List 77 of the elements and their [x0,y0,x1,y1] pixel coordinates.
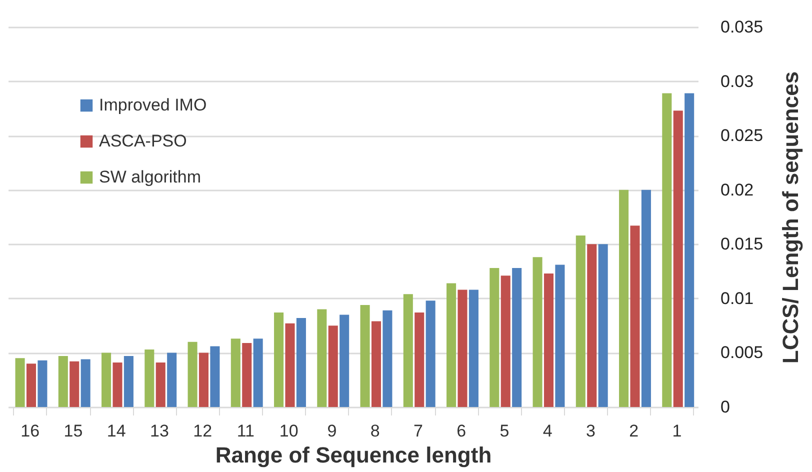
bar [598,244,608,407]
bar [684,93,694,407]
bar [490,268,500,407]
bar [188,342,198,407]
x-tick-label: 4 [542,422,552,440]
bar [532,257,542,407]
x-tick-label: 11 [236,422,255,440]
bar [38,360,48,407]
bar [80,359,90,407]
bar [274,312,284,407]
bar [587,244,597,407]
y-tick-label: 0.035 [720,18,764,36]
bar [340,314,350,407]
bar [285,323,295,407]
x-tick-label: 9 [327,422,337,440]
y-tick-label: 0.005 [720,343,764,362]
bar [414,312,424,407]
x-tick-label: 1 [672,422,682,440]
y-tick-label: 0.02 [720,180,754,200]
x-tick-label: 14 [106,422,126,440]
y-tick-label: 0 [720,398,730,416]
bar [317,309,327,407]
x-tick-label: 13 [150,422,169,440]
bar [673,110,683,407]
bar [112,362,122,407]
bar [662,93,672,407]
bar [102,352,112,407]
y-tick-label: 0.015 [720,234,764,254]
bar [360,304,370,407]
bar [426,300,436,407]
bar [242,342,252,407]
bar [198,352,209,407]
bar [630,226,640,407]
bar [328,326,338,407]
bar [458,290,468,407]
bar [555,264,565,407]
x-tick-label: 2 [629,422,639,440]
bar [58,356,68,407]
x-tick-label: 15 [64,422,83,440]
x-tick-label: 8 [370,422,380,440]
bar [253,338,263,407]
x-tick-label: 6 [456,422,466,440]
bar [512,268,522,407]
bar [124,356,134,407]
legend-label: ASCA-PSO [99,132,187,150]
bar [446,283,456,407]
bar [26,364,36,407]
x-tick-label: 10 [279,422,298,440]
bar [576,235,586,407]
x-tick-label: 3 [586,422,596,440]
bar [500,276,510,407]
bar [15,358,25,407]
x-tick-label: 12 [193,422,212,440]
bar [371,321,382,407]
bar [167,352,177,407]
bar [70,361,80,407]
bar [296,318,306,407]
bar [403,294,413,407]
y-tick-label: 0.025 [720,126,764,146]
bar [210,346,220,407]
x-tick-label: 5 [500,422,510,440]
legend-label: Improved IMO [99,96,207,114]
bar [382,310,392,407]
bar [144,349,154,407]
x-tick-label: 16 [20,422,40,440]
bar [230,338,240,407]
y-tick-label: 0.03 [720,72,754,91]
legend-label: SW algorithm [99,168,202,186]
bar [619,190,629,407]
y-tick-label: 0.01 [720,288,754,308]
bar [468,290,478,407]
bar [544,273,554,407]
x-axis-title: Range of Sequence length [215,442,492,468]
bar [156,362,166,407]
x-tick-label: 7 [413,422,423,440]
bar [641,190,651,407]
y-axis-title: LCCS/ Length of sequences [778,71,804,364]
